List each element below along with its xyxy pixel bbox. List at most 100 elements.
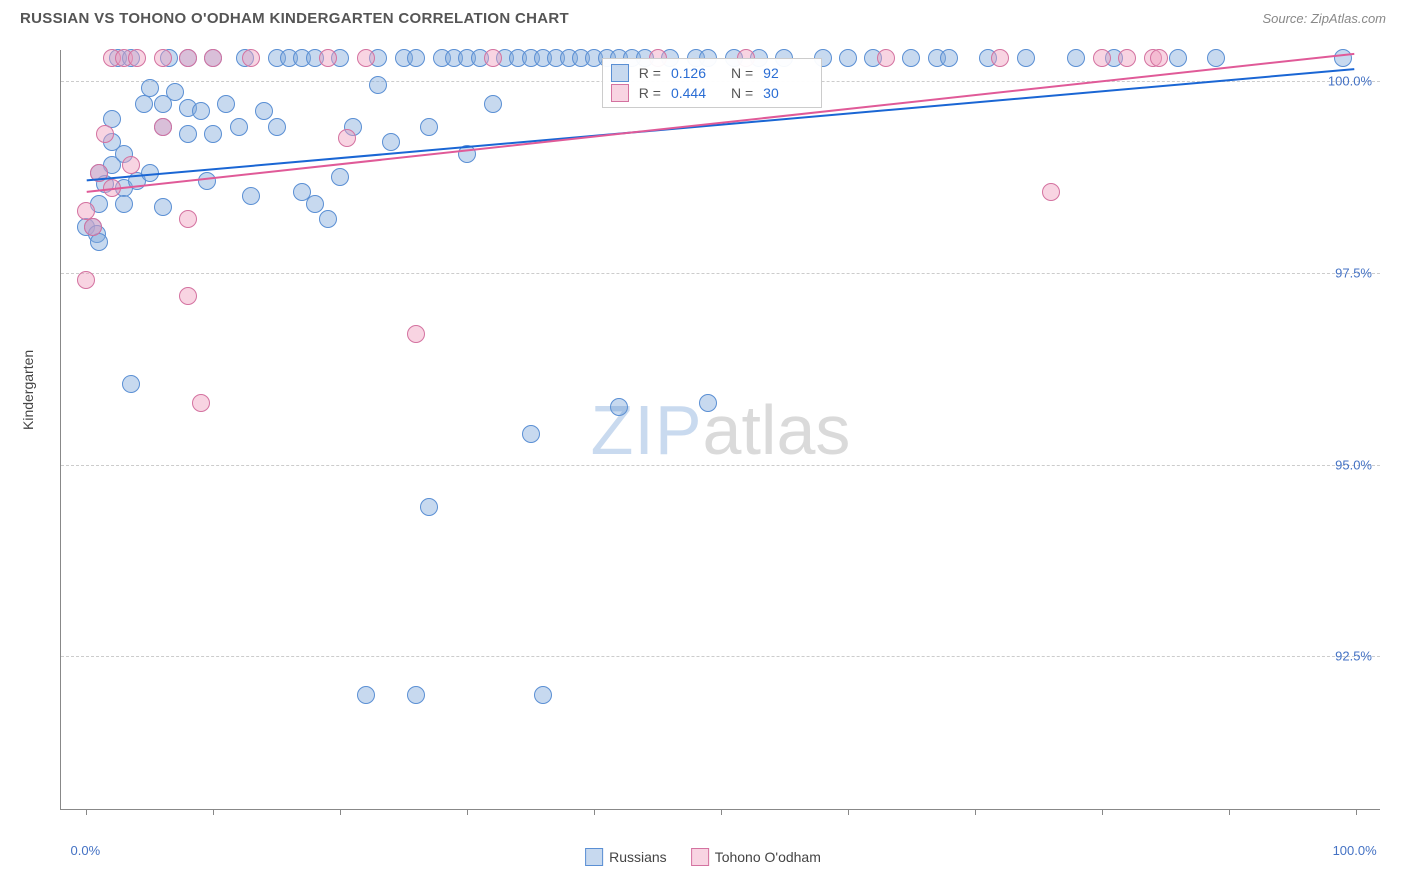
data-point [534, 686, 552, 704]
x-tick [467, 809, 468, 815]
x-tick [1102, 809, 1103, 815]
data-point [122, 156, 140, 174]
gridline [61, 656, 1380, 657]
data-point [420, 118, 438, 136]
x-tick [721, 809, 722, 815]
data-point [154, 198, 172, 216]
data-point [522, 425, 540, 443]
data-point [1334, 49, 1352, 67]
data-point [154, 49, 172, 67]
data-point [268, 118, 286, 136]
chart-source: Source: ZipAtlas.com [1262, 11, 1386, 26]
x-tick [86, 809, 87, 815]
data-point [204, 125, 222, 143]
data-point [1093, 49, 1111, 67]
data-point [242, 187, 260, 205]
legend-label: Tohono O'odham [715, 849, 821, 865]
legend-stat-row: R = 0.444 N = 30 [611, 83, 813, 103]
data-point [991, 49, 1009, 67]
r-value: 0.444 [671, 85, 721, 101]
r-value: 0.126 [671, 65, 721, 81]
y-axis-label: Kindergarten [20, 350, 36, 430]
data-point [420, 498, 438, 516]
legend-label: Russians [609, 849, 667, 865]
data-point [1017, 49, 1035, 67]
y-tick-label: 92.5% [1335, 649, 1372, 664]
legend-item: Tohono O'odham [691, 848, 821, 866]
data-point [369, 76, 387, 94]
data-point [1067, 49, 1085, 67]
data-point [128, 49, 146, 67]
data-point [610, 398, 628, 416]
data-point [90, 164, 108, 182]
x-tick [975, 809, 976, 815]
data-point [141, 164, 159, 182]
data-point [141, 79, 159, 97]
data-point [166, 83, 184, 101]
legend-stat-row: R = 0.126 N = 92 [611, 63, 813, 83]
data-point [319, 210, 337, 228]
data-point [1169, 49, 1187, 67]
chart-title: RUSSIAN VS TOHONO O'ODHAM KINDERGARTEN C… [20, 10, 569, 27]
data-point [204, 49, 222, 67]
data-point [357, 686, 375, 704]
data-point [484, 95, 502, 113]
x-tick [1356, 809, 1357, 815]
x-tick [1229, 809, 1230, 815]
y-tick-label: 100.0% [1328, 73, 1372, 88]
data-point [192, 394, 210, 412]
legend-swatch [691, 848, 709, 866]
data-point [84, 218, 102, 236]
data-point [192, 102, 210, 120]
x-axis-label-right: 100.0% [1333, 843, 1377, 858]
data-point [242, 49, 260, 67]
legend-swatch [585, 848, 603, 866]
data-point [407, 686, 425, 704]
data-point [839, 49, 857, 67]
x-tick [340, 809, 341, 815]
r-label: R = [639, 65, 661, 81]
data-point [135, 95, 153, 113]
x-tick [848, 809, 849, 815]
data-point [407, 325, 425, 343]
data-point [179, 125, 197, 143]
y-tick-label: 97.5% [1335, 265, 1372, 280]
n-value: 92 [763, 65, 813, 81]
data-point [179, 210, 197, 228]
legend-swatch [611, 64, 629, 82]
x-tick [594, 809, 595, 815]
n-value: 30 [763, 85, 813, 101]
legend-swatch [611, 84, 629, 102]
r-label: R = [639, 85, 661, 101]
data-point [902, 49, 920, 67]
data-point [90, 233, 108, 251]
data-point [484, 49, 502, 67]
x-axis-label-left: 0.0% [71, 843, 101, 858]
data-point [407, 49, 425, 67]
data-point [255, 102, 273, 120]
data-point [115, 195, 133, 213]
data-point [357, 49, 375, 67]
data-point [230, 118, 248, 136]
legend-item: Russians [585, 848, 667, 866]
data-point [198, 172, 216, 190]
data-point [77, 271, 95, 289]
n-label: N = [731, 85, 753, 101]
data-point [331, 168, 349, 186]
scatter-plot: 92.5% 95.0% 97.5% 100.0% [61, 50, 1380, 809]
data-point [122, 375, 140, 393]
data-point [319, 49, 337, 67]
data-point [179, 287, 197, 305]
data-point [699, 394, 717, 412]
data-point [1042, 183, 1060, 201]
data-point [1150, 49, 1168, 67]
data-point [179, 49, 197, 67]
bottom-legend: Russians Tohono O'odham [585, 848, 821, 866]
data-point [1207, 49, 1225, 67]
legend-stats-box: R = 0.126 N = 92 R = 0.444 N = 30 [602, 58, 822, 108]
n-label: N = [731, 65, 753, 81]
data-point [96, 125, 114, 143]
data-point [877, 49, 895, 67]
y-tick-label: 95.0% [1335, 457, 1372, 472]
data-point [458, 145, 476, 163]
